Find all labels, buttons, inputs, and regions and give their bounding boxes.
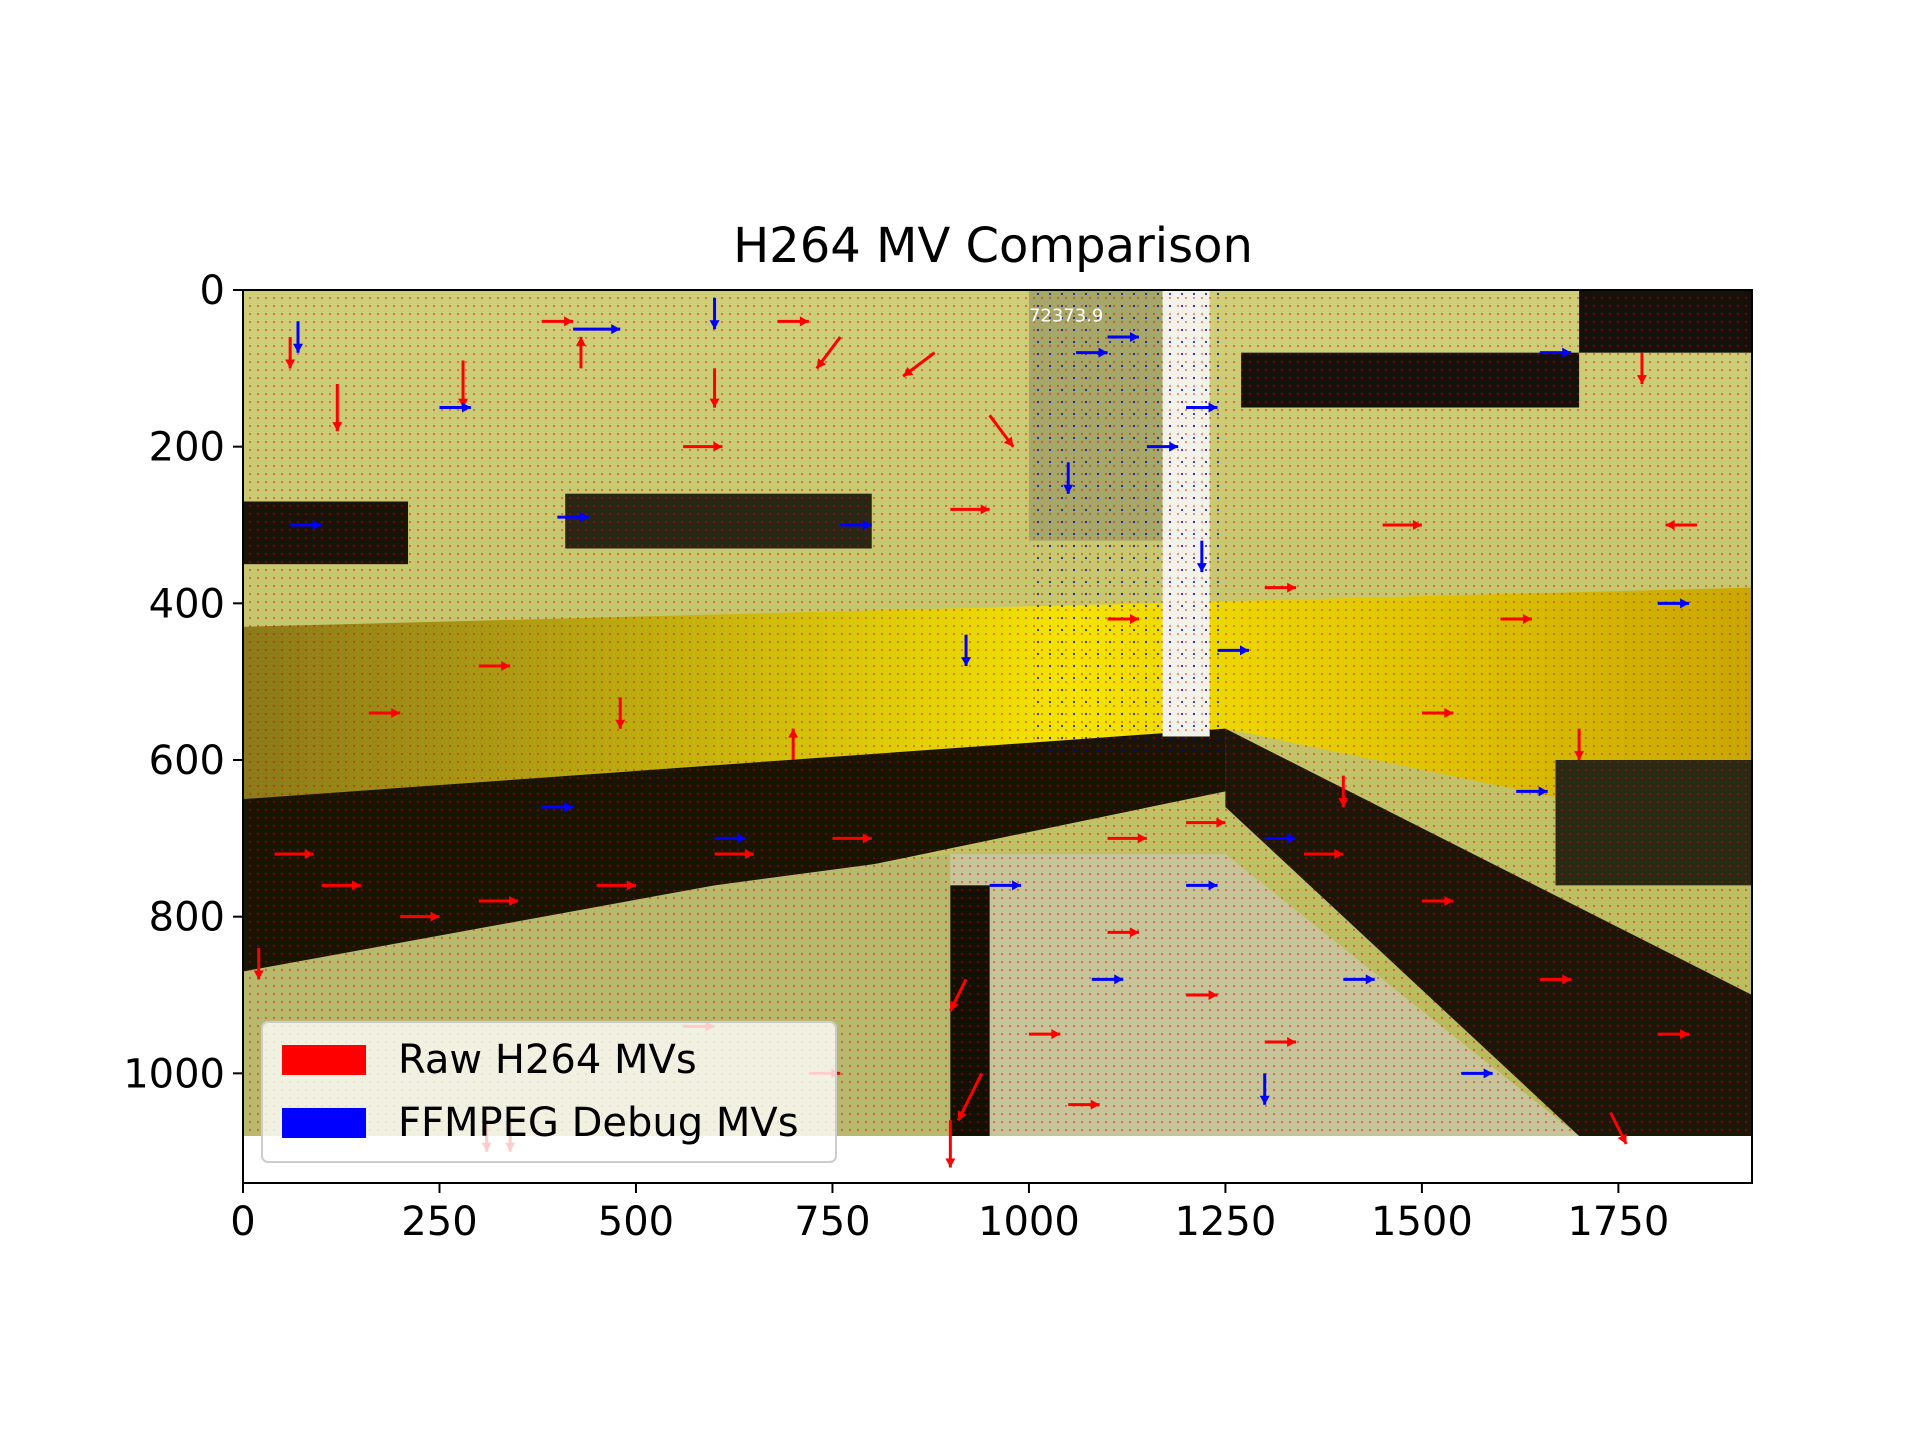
x-tick-label-5: 1250: [1175, 1199, 1277, 1245]
chart-title: H264 MV Comparison: [733, 218, 1253, 274]
y-tick-label-1: 200: [149, 425, 225, 471]
x-tick-label-1: 250: [401, 1199, 477, 1245]
legend-swatch-raw: [282, 1045, 366, 1075]
image-blue-dot-grid: [1029, 290, 1225, 760]
x-tick-label-3: 750: [794, 1199, 870, 1245]
x-tick-label-6: 1500: [1371, 1199, 1473, 1245]
y-tick-label-5: 1000: [123, 1051, 225, 1097]
y-tick-label-3: 600: [149, 738, 225, 784]
raw-mv-arrow-32-head: [945, 1158, 955, 1167]
image-overlay-text: 72373.9: [1029, 305, 1103, 326]
y-tick-label-0: 0: [200, 268, 225, 314]
legend: Raw H264 MVs FFMPEG Debug MVs: [262, 1022, 836, 1162]
y-axis: 0 200 400 600 800 1000: [123, 268, 243, 1097]
x-tick-label-7: 1750: [1567, 1199, 1669, 1245]
x-tick-label-4: 1000: [978, 1199, 1080, 1245]
x-tick-label-2: 500: [598, 1199, 674, 1245]
y-tick-label-2: 400: [149, 581, 225, 627]
image-red-dot-grid: [243, 290, 1752, 1136]
y-tick-label-4: 800: [149, 895, 225, 941]
legend-label-raw: Raw H264 MVs: [398, 1037, 697, 1083]
legend-swatch-ffmpeg: [282, 1108, 366, 1138]
x-axis: 0 250 500 750 1000 1250 1500 1750: [230, 1183, 1669, 1245]
legend-label-ffmpeg: FFMPEG Debug MVs: [398, 1100, 799, 1146]
x-tick-label-0: 0: [230, 1199, 255, 1245]
background-video-frame: 72373.9: [243, 290, 1752, 1136]
